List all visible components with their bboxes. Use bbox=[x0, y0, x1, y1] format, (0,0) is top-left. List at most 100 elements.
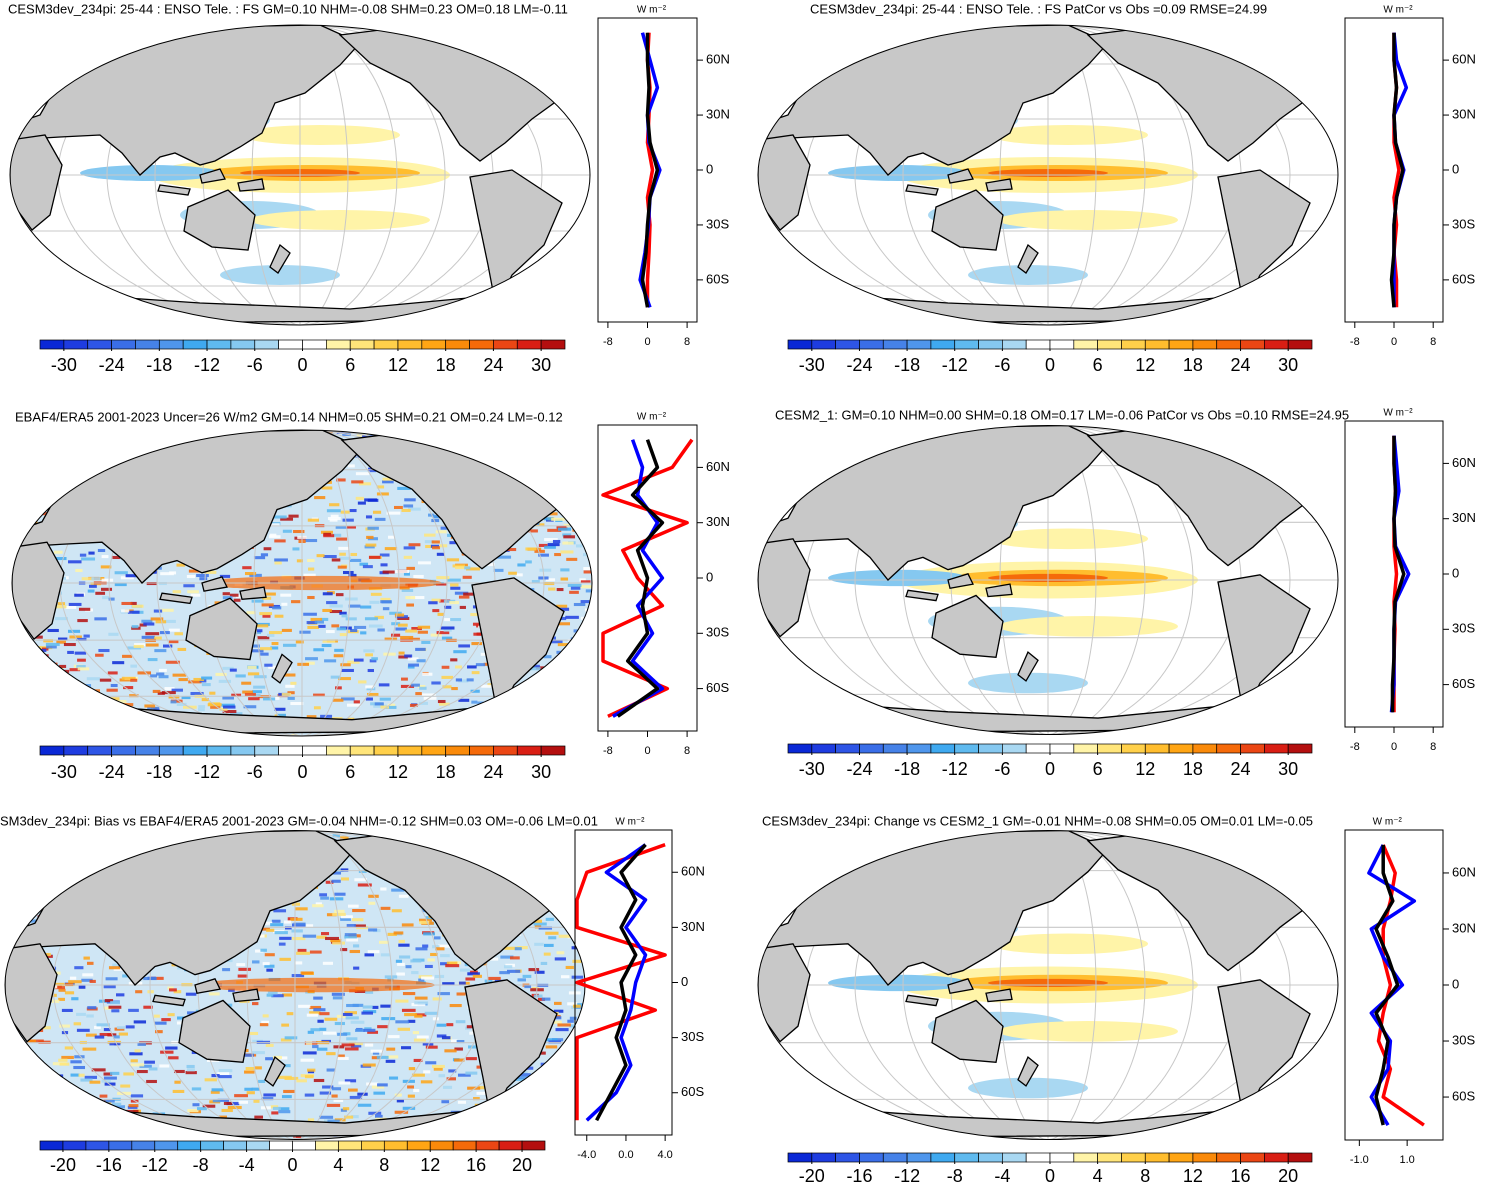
noise-cell bbox=[508, 571, 517, 575]
colorbar-box bbox=[206, 745, 232, 756]
noise-cell bbox=[7, 930, 15, 934]
noise-cell bbox=[54, 1106, 68, 1110]
noise-cell bbox=[78, 1073, 85, 1077]
noise-cell bbox=[545, 917, 554, 921]
zonal-lines bbox=[1389, 435, 1411, 713]
noise-cell bbox=[471, 642, 483, 646]
noise-cell bbox=[238, 1100, 248, 1104]
colorbar-box bbox=[1097, 339, 1122, 350]
noise-cell bbox=[509, 838, 516, 842]
colorbar-box bbox=[1168, 743, 1194, 754]
noise-cell bbox=[241, 1053, 254, 1057]
noise-cell bbox=[159, 668, 167, 672]
colorbar-label: 0 bbox=[287, 1155, 297, 1175]
noise-cell bbox=[580, 856, 585, 860]
noise-cell bbox=[201, 683, 211, 687]
noise-cell bbox=[523, 1110, 534, 1114]
noise-cell bbox=[436, 576, 450, 580]
noise-cell bbox=[569, 641, 576, 645]
noise-cell bbox=[388, 1035, 400, 1039]
noise-cell bbox=[565, 434, 577, 438]
noise-cell bbox=[442, 685, 452, 689]
noise-cell bbox=[14, 686, 25, 690]
noise-cell bbox=[236, 963, 246, 967]
noise-cell bbox=[291, 937, 306, 941]
noise-cell bbox=[264, 953, 275, 957]
panel: CESM3dev_234pi: Change vs CESM2_1 GM=-0.… bbox=[757, 813, 1476, 1186]
noise-cell bbox=[154, 636, 162, 640]
noise-cell bbox=[489, 864, 498, 869]
noise-cell bbox=[335, 686, 342, 690]
noise-cell bbox=[81, 557, 96, 561]
noise-cell bbox=[524, 859, 538, 864]
noise-cell bbox=[260, 948, 267, 952]
noise-cell bbox=[344, 1115, 354, 1119]
noise-cell bbox=[365, 543, 377, 547]
noise-cell bbox=[21, 449, 31, 453]
noise-cell bbox=[546, 436, 561, 440]
noise-cell bbox=[535, 1088, 543, 1092]
noise-cell bbox=[21, 678, 32, 682]
field-blob bbox=[998, 616, 1178, 637]
noise-cell bbox=[79, 702, 89, 706]
noise-cell bbox=[560, 723, 572, 727]
noise-cell bbox=[326, 913, 337, 917]
noise-cell bbox=[89, 584, 97, 588]
noise-cell bbox=[320, 617, 329, 621]
noise-cell bbox=[408, 543, 421, 547]
noise-cell bbox=[543, 517, 554, 521]
noise-cell bbox=[560, 550, 574, 554]
noise-cell bbox=[58, 997, 65, 1001]
noise-cell bbox=[565, 1135, 573, 1139]
noise-cell bbox=[459, 981, 466, 985]
noise-cell bbox=[117, 708, 128, 712]
noise-cell bbox=[252, 960, 260, 964]
noise-cell bbox=[100, 847, 109, 851]
colorbar-box bbox=[811, 1152, 836, 1163]
noise-cell bbox=[59, 1024, 70, 1028]
noise-cell bbox=[551, 517, 565, 521]
field-blob bbox=[968, 265, 1088, 285]
noise-cell bbox=[187, 1011, 199, 1015]
noise-cell bbox=[578, 1071, 585, 1075]
colorbar-label: 16 bbox=[466, 1155, 486, 1175]
noise-cell bbox=[565, 965, 574, 970]
noise-cell bbox=[271, 919, 281, 923]
colorbar-box bbox=[135, 745, 160, 756]
noise-cell bbox=[64, 1089, 77, 1093]
noise-cell bbox=[415, 692, 422, 696]
noise-cell bbox=[393, 505, 403, 510]
noise-cell bbox=[37, 873, 51, 877]
noise-cell bbox=[411, 626, 422, 631]
noise-cell bbox=[70, 1060, 82, 1064]
colorbar-box bbox=[835, 1152, 860, 1163]
noise-cell bbox=[281, 628, 292, 632]
noise-cell bbox=[244, 1087, 253, 1091]
noise-cell bbox=[331, 624, 340, 628]
noise-cell bbox=[365, 515, 373, 519]
noise-cell bbox=[30, 647, 41, 651]
noise-cell bbox=[383, 652, 396, 656]
noise-cell bbox=[405, 596, 416, 600]
colorbar-box bbox=[475, 1140, 500, 1151]
noise-cell bbox=[108, 632, 119, 636]
noise-cell bbox=[392, 833, 403, 838]
noise-cell bbox=[440, 526, 451, 530]
noise-cell bbox=[543, 952, 551, 956]
noise-cell bbox=[509, 956, 520, 960]
noise-cell bbox=[586, 732, 592, 736]
noise-cell bbox=[291, 974, 305, 978]
colorbar-box bbox=[269, 1140, 293, 1151]
noise-cell bbox=[524, 985, 532, 989]
noise-cell bbox=[266, 993, 274, 997]
noise-cell bbox=[543, 839, 552, 843]
noise-cell bbox=[63, 730, 70, 734]
noise-cell bbox=[559, 667, 570, 671]
noise-cell bbox=[445, 964, 460, 968]
noise-cell bbox=[263, 1093, 276, 1097]
noise-cell bbox=[33, 869, 46, 874]
colorbar-label: 16 bbox=[1231, 1166, 1251, 1186]
noise-cell bbox=[440, 626, 455, 630]
noise-cell bbox=[437, 612, 445, 616]
noise-cell bbox=[580, 912, 585, 916]
